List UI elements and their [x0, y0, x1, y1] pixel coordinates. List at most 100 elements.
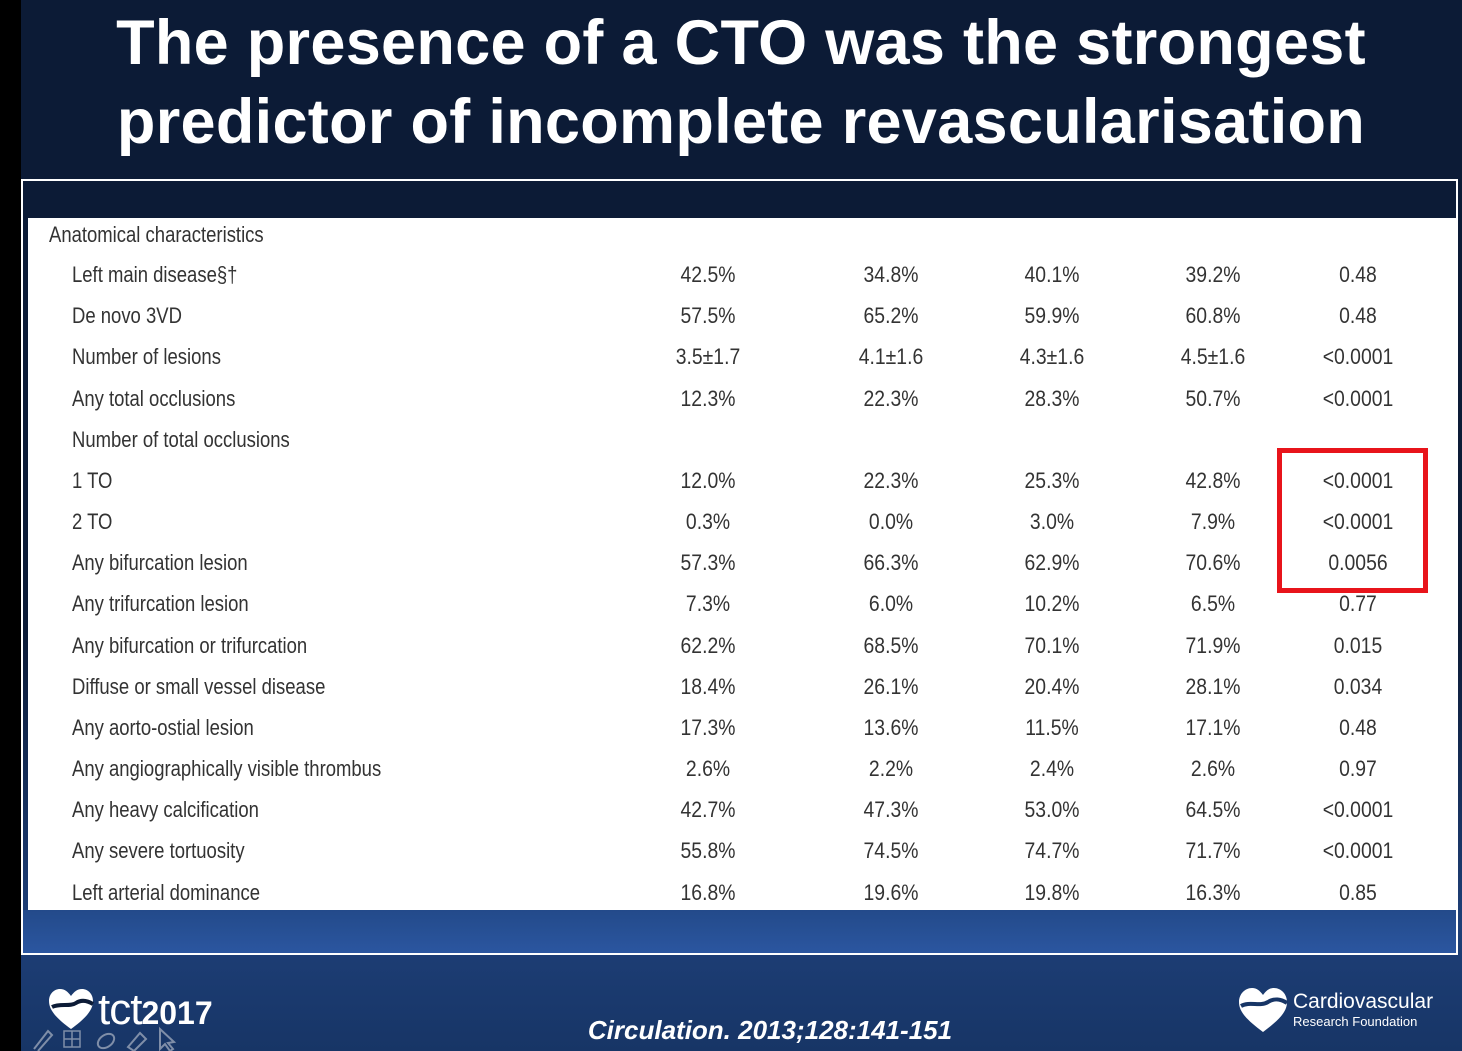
value-cell-3: 28.3%: [1024, 386, 1080, 411]
row-label: Any angiographically visible thrombus: [72, 756, 382, 781]
p-value-cell: 0.97: [1339, 756, 1377, 781]
crf-name: Cardiovascular: [1293, 990, 1434, 1013]
section-label: Anatomical characteristics: [49, 222, 264, 247]
row-label: Any severe tortuosity: [72, 838, 245, 863]
pen-icon[interactable]: [33, 1029, 54, 1051]
title-line-1: The presence of a CTO was the strongest: [116, 8, 1366, 78]
value-cell-4: 17.1%: [1185, 715, 1241, 740]
table-row: De novo 3VD 57.5% 65.2% 59.9% 60.8% 0.48: [28, 295, 1456, 336]
highlight-box: [1277, 448, 1428, 593]
row-label: Any trifurcation lesion: [72, 591, 249, 616]
grid-icon[interactable]: [63, 1030, 81, 1048]
toolbar-icons-set: [33, 1026, 177, 1051]
value-cell-2: 22.3%: [863, 468, 919, 493]
p-value-cell: 0.77: [1339, 591, 1377, 616]
value-cell-2: 26.1%: [863, 674, 919, 699]
row-label: Diffuse or small vessel disease: [72, 674, 326, 699]
value-cell-2: 0.0%: [868, 509, 914, 534]
p-value-cell: 0.48: [1339, 715, 1377, 740]
value-cell-4: 4.5±1.6: [1180, 344, 1246, 369]
value-cell-2: 68.5%: [863, 633, 919, 658]
slide-title: The presence of a CTO was the strongest …: [40, 4, 1442, 162]
tct-wordmark: tct2017: [98, 984, 213, 1039]
section-header-row: Anatomical characteristics: [28, 214, 1456, 255]
tct-brand: tct: [98, 985, 142, 1034]
value-cell-3: 10.2%: [1024, 591, 1080, 616]
p-value-cell: <0.0001: [1322, 386, 1394, 411]
annotation-toolbar[interactable]: [30, 1023, 190, 1051]
value-cell-1: 0.3%: [685, 509, 731, 534]
highlighter-icon[interactable]: [126, 1031, 148, 1051]
value-cell-3: 70.1%: [1024, 633, 1080, 658]
value-cell-2: 2.2%: [868, 756, 914, 781]
value-cell-2: 4.1±1.6: [858, 344, 924, 369]
value-cell-4: 70.6%: [1185, 550, 1241, 575]
title-line-2: predictor of incomplete revascularisatio…: [116, 87, 1366, 157]
value-cell-1: 12.3%: [680, 386, 736, 411]
value-cell-1: 42.5%: [680, 262, 736, 287]
value-cell-4: 64.5%: [1185, 797, 1241, 822]
table-row: Any aorto-ostial lesion 17.3% 13.6% 11.5% 17…: [28, 707, 1456, 748]
value-cell-4: 71.7%: [1185, 838, 1241, 863]
value-cell-1: 2.6%: [685, 756, 731, 781]
table-row: Number of total occlusions: [28, 419, 1456, 460]
value-cell-1: 18.4%: [680, 674, 736, 699]
p-value-cell: 0.015: [1333, 633, 1383, 658]
p-value-cell: 0.48: [1339, 262, 1377, 287]
p-value-cell: 0.034: [1333, 674, 1383, 699]
value-cell-1: 17.3%: [680, 715, 736, 740]
value-cell-2: 19.6%: [863, 880, 919, 905]
value-cell-4: 42.8%: [1185, 468, 1241, 493]
table-row: 2 TO 0.3% 0.0% 3.0% 7.9% <0.0001: [28, 501, 1456, 542]
value-cell-1: 62.2%: [680, 633, 736, 658]
value-cell-2: 65.2%: [863, 303, 919, 328]
value-cell-3: 11.5%: [1025, 715, 1079, 740]
value-cell-1: 3.5±1.7: [675, 344, 741, 369]
value-cell-2: 66.3%: [863, 550, 919, 575]
value-cell-4: 39.2%: [1185, 262, 1241, 287]
table-row: Any heavy calcification 42.7% 47.3% 53.0% 64…: [28, 789, 1456, 830]
value-cell-3: 59.9%: [1024, 303, 1080, 328]
p-value-cell: 0.48: [1339, 303, 1377, 328]
table-row: Any bifurcation lesion 57.3% 66.3% 62.9% 70.…: [28, 542, 1456, 583]
p-value-cell: 0.85: [1339, 880, 1377, 905]
table-frame: [21, 179, 1458, 955]
row-label: Left main disease§†: [72, 262, 238, 287]
value-cell-3: 19.8%: [1024, 880, 1080, 905]
row-label: Number of total occlusions: [72, 427, 290, 452]
p-value-cell: <0.0001: [1322, 344, 1394, 369]
cursor-icon[interactable]: [159, 1026, 177, 1051]
value-cell-3: 40.1%: [1024, 262, 1080, 287]
row-label: Any heavy calcification: [72, 797, 259, 822]
value-cell-4: 2.6%: [1190, 756, 1236, 781]
row-label: Any total occlusions: [72, 386, 236, 411]
value-cell-2: 22.3%: [863, 386, 919, 411]
value-cell-2: 13.6%: [863, 715, 919, 740]
value-cell-2: 34.8%: [863, 262, 919, 287]
value-cell-4: 16.3%: [1185, 880, 1241, 905]
row-label: 2 TO: [72, 509, 113, 534]
value-cell-1: 16.8%: [680, 880, 736, 905]
value-cell-4: 6.5%: [1190, 591, 1236, 616]
table-bottom-band: [23, 910, 1456, 953]
table-row: Any total occlusions 12.3% 22.3% 28.3% 50.7%…: [28, 378, 1456, 419]
p-value-cell: <0.0001: [1322, 468, 1394, 493]
value-cell-3: 20.4%: [1024, 674, 1080, 699]
table-row: Number of lesions 3.5±1.7 4.1±1.6 4.3±1.6 4.…: [28, 336, 1456, 377]
row-label: Number of lesions: [72, 344, 221, 369]
table-row: Left main disease§† 42.5% 34.8% 40.1% 39.2% 0…: [28, 254, 1456, 295]
table-row: Left arterial dominance 16.8% 19.6% 19.8% 16…: [28, 872, 1456, 913]
table-row: Any bifurcation or trifurcation 62.2% 68.5…: [28, 625, 1456, 666]
eraser-icon[interactable]: [95, 1031, 117, 1051]
value-cell-1: 7.3%: [685, 591, 731, 616]
value-cell-3: 74.7%: [1024, 838, 1080, 863]
value-cell-3: 62.9%: [1024, 550, 1080, 575]
value-cell-3: 3.0%: [1029, 509, 1075, 534]
value-cell-3: 53.0%: [1024, 797, 1080, 822]
row-label: Any aorto-ostial lesion: [72, 715, 254, 740]
value-cell-4: 28.1%: [1185, 674, 1241, 699]
table-row: Any angiographically visible thrombus 2.6…: [28, 748, 1456, 789]
value-cell-1: 57.3%: [680, 550, 736, 575]
value-cell-4: 60.8%: [1185, 303, 1241, 328]
value-cell-1: 12.0%: [680, 468, 736, 493]
